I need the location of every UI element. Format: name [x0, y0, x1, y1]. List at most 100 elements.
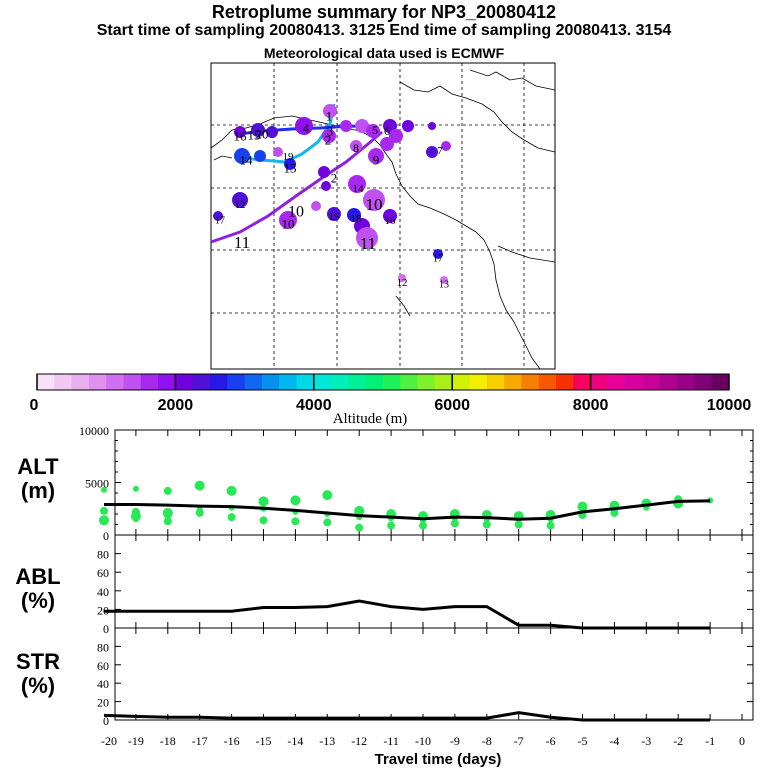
x-tick-label: -1 [705, 734, 715, 748]
x-tick-label: -15 [256, 734, 272, 748]
abl-ytick-label: 20 [97, 603, 109, 617]
alt-scatter-point [577, 501, 588, 512]
abl-label-line2: (%) [20, 588, 56, 613]
plume-day-label: 7 [437, 145, 443, 157]
alt-scatter-point [546, 521, 555, 530]
colorbar-cell [123, 374, 142, 390]
plume-bubble [311, 201, 321, 211]
x-tick-label: -5 [578, 734, 588, 748]
plume-day-label: 11 [360, 234, 376, 253]
plume-bubble [273, 147, 283, 157]
colorbar-cell [88, 374, 107, 390]
plume-bubble [322, 129, 336, 143]
str-series-line [103, 711, 711, 722]
plume-day-label: 4 [303, 121, 310, 136]
plume-day-label: 20 [256, 127, 269, 142]
plume-day-label: 13 [439, 280, 449, 291]
alt-scatter-point [132, 485, 139, 492]
plume-bubble [266, 126, 278, 138]
alt-scatter-point [101, 486, 107, 493]
plume-bubble [440, 276, 448, 284]
alt-scatter-point [514, 520, 523, 529]
alt-scatter-point [482, 520, 491, 529]
plume-day-label: 8 [353, 141, 359, 155]
plume-day-label: 6 [384, 124, 390, 138]
plume-bubble [318, 166, 330, 178]
colorbar-tick-label: 6000 [434, 397, 470, 414]
plume-bubble [213, 211, 223, 221]
abl-ytick-label: 40 [97, 585, 109, 599]
x-tick-label: 0 [739, 734, 745, 748]
colorbar-cell [694, 374, 713, 390]
plume-bubble [284, 158, 296, 170]
alt-ytick-label: 5000 [85, 477, 109, 491]
alt-scatter-point [387, 521, 396, 530]
plume-day-label: 19 [283, 151, 295, 163]
alt-ytick-label: 0 [103, 529, 109, 543]
x-tick-label: -18 [160, 734, 176, 748]
x-tick-label: -7 [514, 734, 524, 748]
altitude-colorbar: 0 2000 4000 6000 8000 10000 Altitude (m) [30, 373, 751, 427]
met-data-note: Meteorological data used is ECMWF [263, 45, 505, 61]
abl-ytick-label: 80 [97, 548, 109, 562]
alt-scatter-point [100, 506, 108, 515]
colorbar-cell [469, 374, 488, 390]
colorbar-cell [573, 374, 592, 390]
alt-scatter-point [259, 516, 268, 525]
colorbar-cell [711, 374, 730, 390]
plume-day-label: 16 [385, 215, 397, 227]
plume-day-label: 5 [372, 123, 378, 137]
colorbar-axis-title: Altitude (m) [333, 411, 408, 427]
colorbar-cell [244, 374, 263, 390]
plume-day-label: 10 [282, 217, 295, 232]
plume-day-label: 11 [234, 233, 250, 252]
plume-day-label: 18 [351, 213, 363, 225]
x-tick-label: -10 [415, 734, 431, 748]
plume-bubble [428, 122, 436, 130]
alt-scatter-point [323, 518, 332, 527]
colorbar-cell [659, 374, 678, 390]
plume-bubble [363, 189, 385, 211]
alt-label-line2: (m) [20, 478, 56, 503]
x-tick-label: -14 [287, 734, 303, 748]
x-tick-label: -16 [224, 734, 240, 748]
alt-scatter-point [355, 523, 364, 532]
alt-scatter-point [163, 486, 172, 495]
str-ytick-label: 40 [97, 677, 109, 691]
plume-bubble [355, 119, 369, 133]
plume-day-label: 12 [235, 199, 246, 211]
plume-bubble [232, 192, 248, 208]
alt-ytick-label: 10000 [79, 424, 109, 438]
str-panel-label: STR (%) [6, 650, 70, 698]
x-tick-label: -9 [450, 734, 460, 748]
colorbar-cell [279, 374, 297, 390]
str-frame [114, 627, 754, 721]
coastline [210, 69, 556, 370]
colorbar-cell [642, 374, 661, 390]
colorbar-cell [383, 374, 401, 390]
colorbar-cell [677, 374, 695, 390]
colorbar-cell [71, 374, 90, 390]
colorbar-cell [486, 374, 505, 390]
plume-bubble [380, 137, 394, 151]
plume-bubble [350, 140, 362, 152]
x-tick-label: -3 [641, 734, 651, 748]
colorbar-cell [54, 374, 73, 390]
alt-scatter-point [195, 508, 204, 517]
colorbar-cell [210, 374, 228, 390]
plume-day-label: 2 [325, 133, 332, 148]
plume-cluster-bubbles [213, 104, 451, 284]
alt-label-line1: ALT [17, 454, 59, 479]
plume-bubble [279, 211, 297, 229]
plume-day-label: 2 [331, 171, 338, 186]
x-tick-label: -2 [673, 734, 683, 748]
plume-day-label: 9 [373, 153, 380, 168]
alt-scatter-point [450, 519, 459, 528]
plume-bubble [348, 175, 366, 193]
colorbar-cell [261, 374, 280, 390]
alt-scatter-point [354, 505, 365, 516]
x-tick-label: -19 [128, 734, 144, 748]
alt-scatter-point [322, 490, 333, 501]
